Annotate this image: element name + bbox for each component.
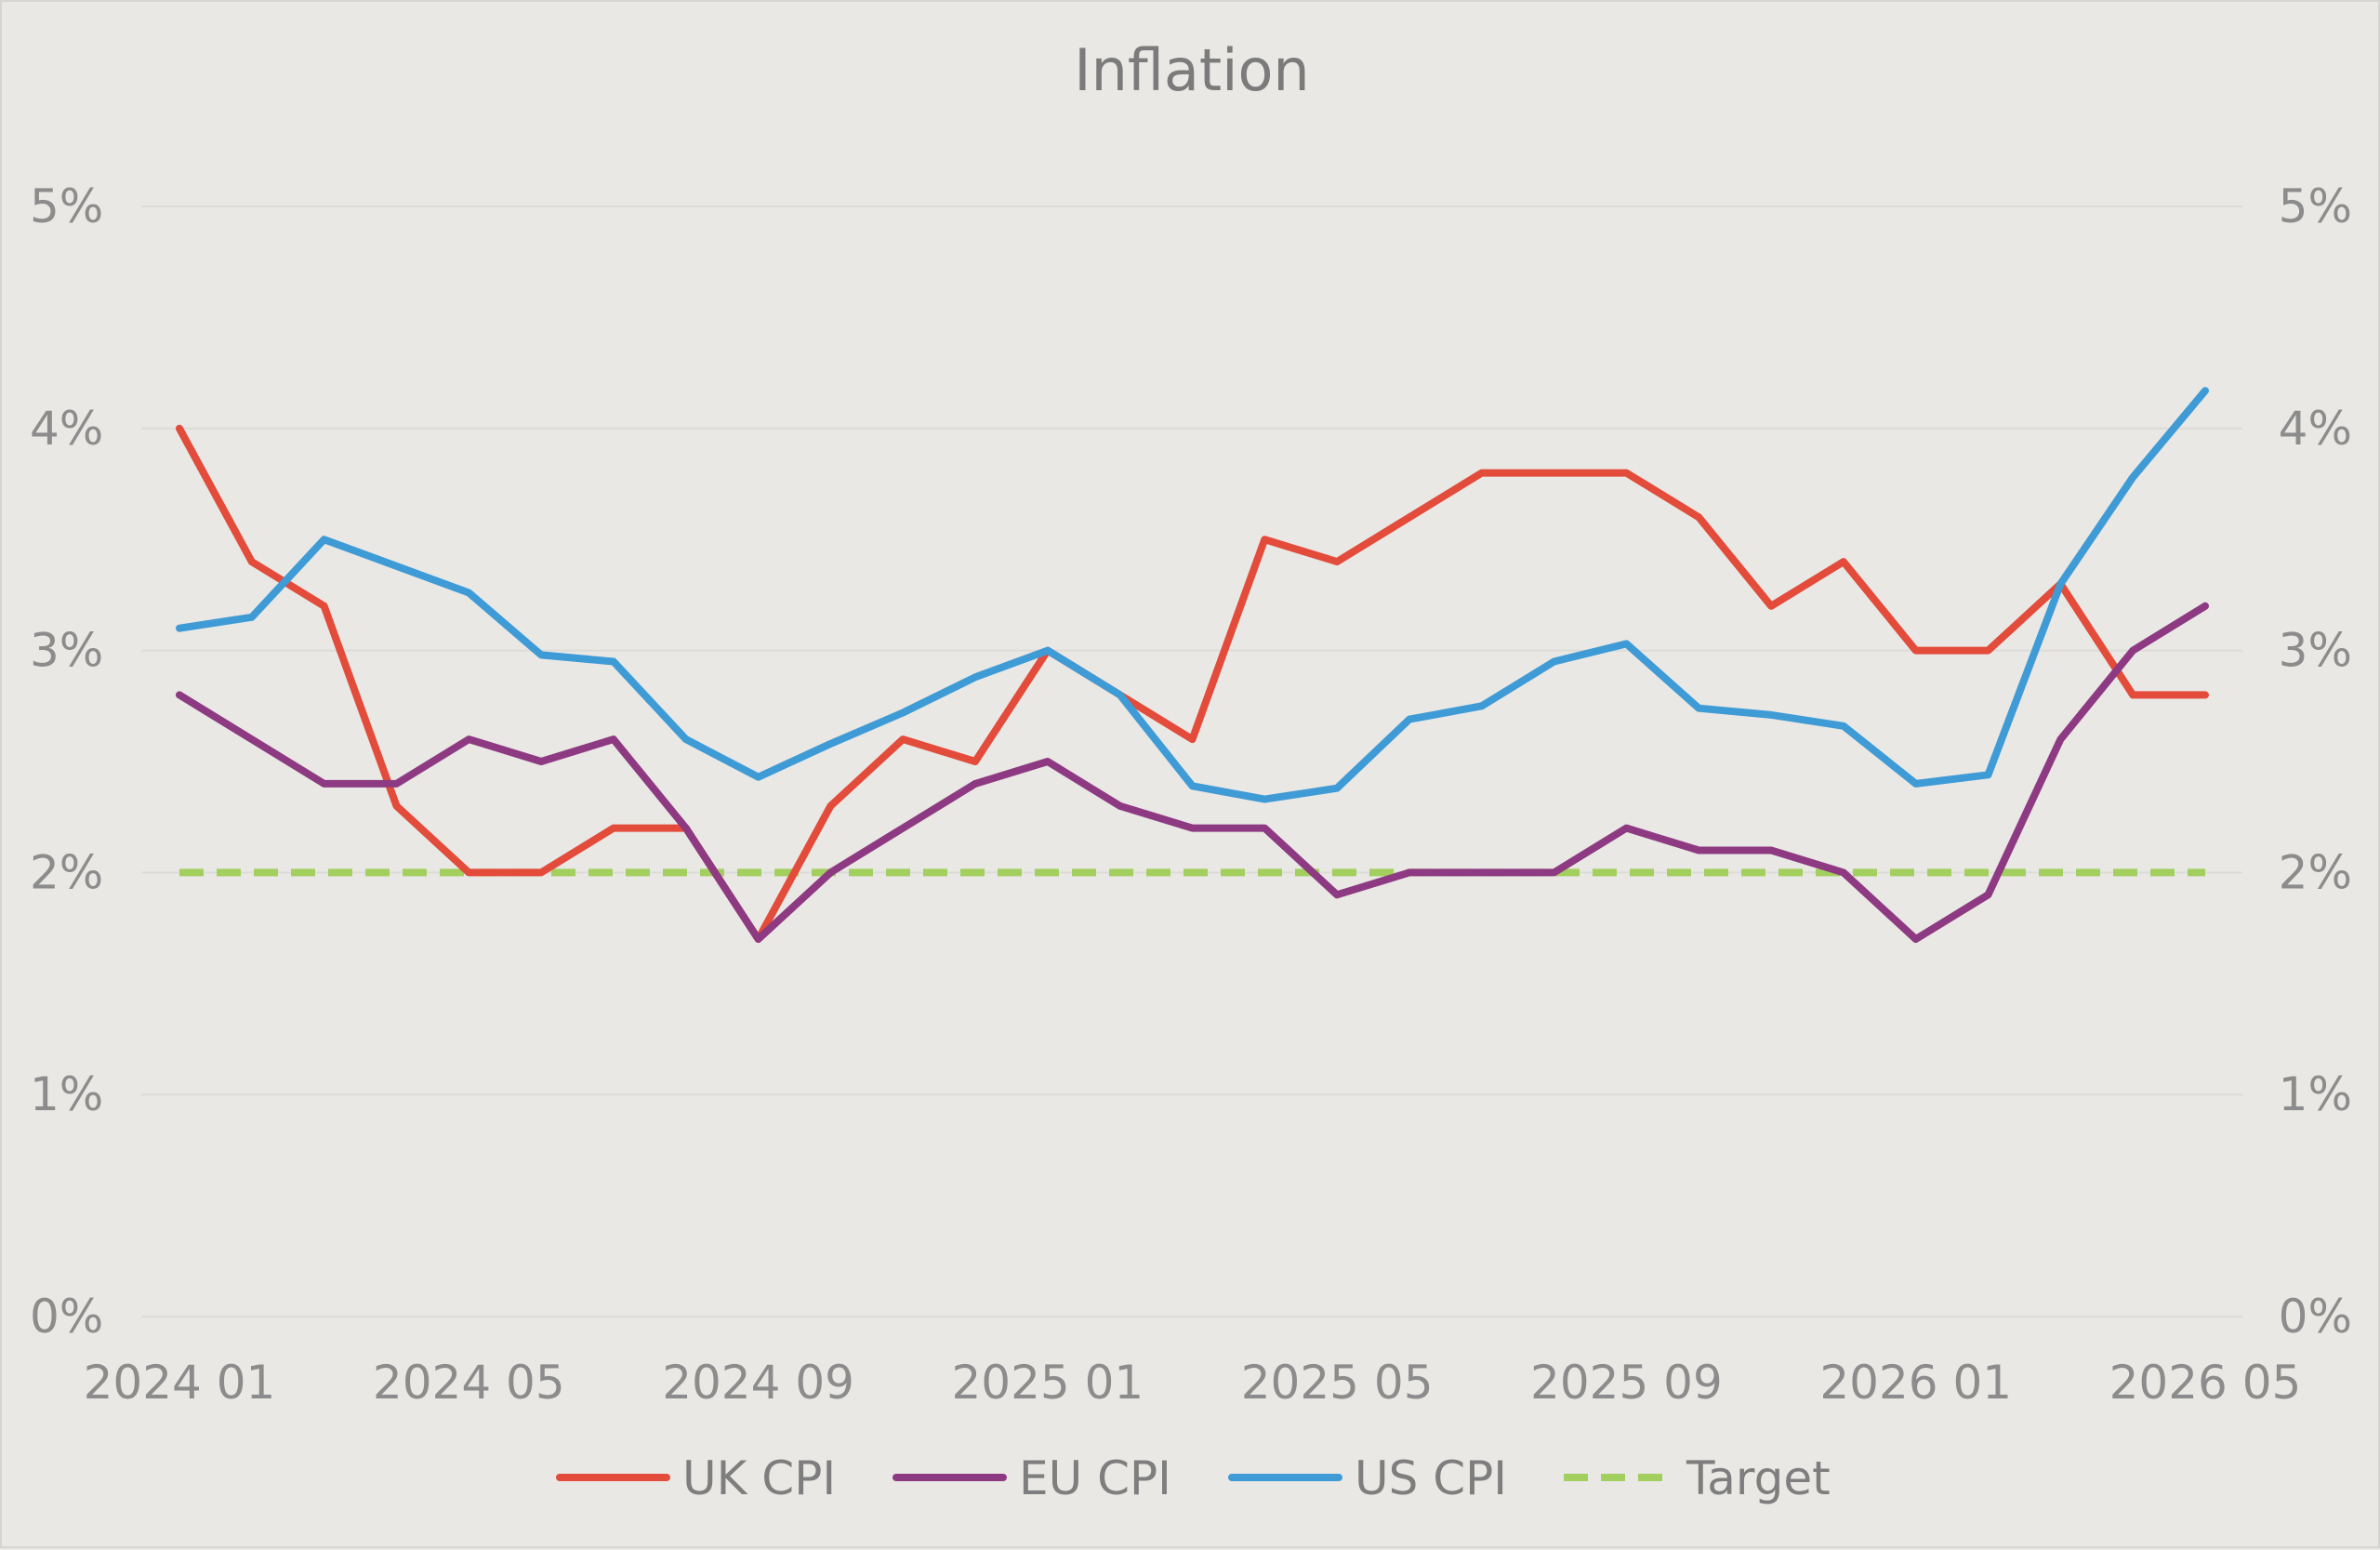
x-tick-label: 2025 01: [951, 1356, 1144, 1410]
x-axis: 2024 01 2024 05 2024 09 2025 01 2025 05 2025 …: [84, 1356, 2302, 1410]
y-axis-right: 0% 1% 2% 3% 4% 5%: [2279, 179, 2352, 1344]
y-tick-label-right: 4%: [2279, 402, 2352, 456]
y-tick-label: 2%: [30, 845, 103, 899]
y-tick-label: 4%: [30, 402, 103, 456]
grid-lines: [141, 205, 2242, 1318]
legend-label-uk-cpi: UK CPI: [682, 1451, 836, 1505]
x-tick-label: 2026 05: [2109, 1356, 2302, 1410]
series-line-us-cpi: [176, 387, 2209, 803]
y-tick-label: 1%: [30, 1067, 103, 1121]
y-tick-label-right: 0%: [2279, 1290, 2352, 1344]
x-tick-label: 2024 01: [84, 1356, 276, 1410]
x-tick-label: 2024 09: [662, 1356, 854, 1410]
y-axis-left: 0% 1% 2% 3% 4% 5%: [30, 179, 103, 1344]
legend-label-us-cpi: US CPI: [1355, 1451, 1507, 1505]
y-tick-label: 0%: [30, 1290, 103, 1344]
y-tick-label: 5%: [30, 179, 103, 233]
chart-title: Inflation: [1074, 36, 1309, 104]
series-line-uk-cpi: [176, 424, 2209, 943]
y-tick-label-right: 2%: [2279, 845, 2352, 899]
y-tick-label-right: 1%: [2279, 1067, 2352, 1121]
y-tick-label-right: 3%: [2279, 624, 2352, 678]
x-tick-label: 2026 01: [1819, 1356, 2012, 1410]
y-tick-label-right: 5%: [2279, 179, 2352, 233]
x-tick-label: 2025 09: [1530, 1356, 1723, 1410]
x-tick-label: 2025 05: [1241, 1356, 1434, 1410]
series-line-eu-cpi: [176, 602, 2209, 943]
y-tick-label: 3%: [30, 624, 103, 678]
legend-label-eu-cpi: EU CPI: [1019, 1451, 1171, 1505]
legend-label-target: Target: [1686, 1451, 1831, 1505]
series-lines: [176, 387, 2209, 943]
x-tick-label: 2024 05: [373, 1356, 565, 1410]
legend: UK CPI EU CPI US CPI Target: [556, 1451, 1831, 1505]
